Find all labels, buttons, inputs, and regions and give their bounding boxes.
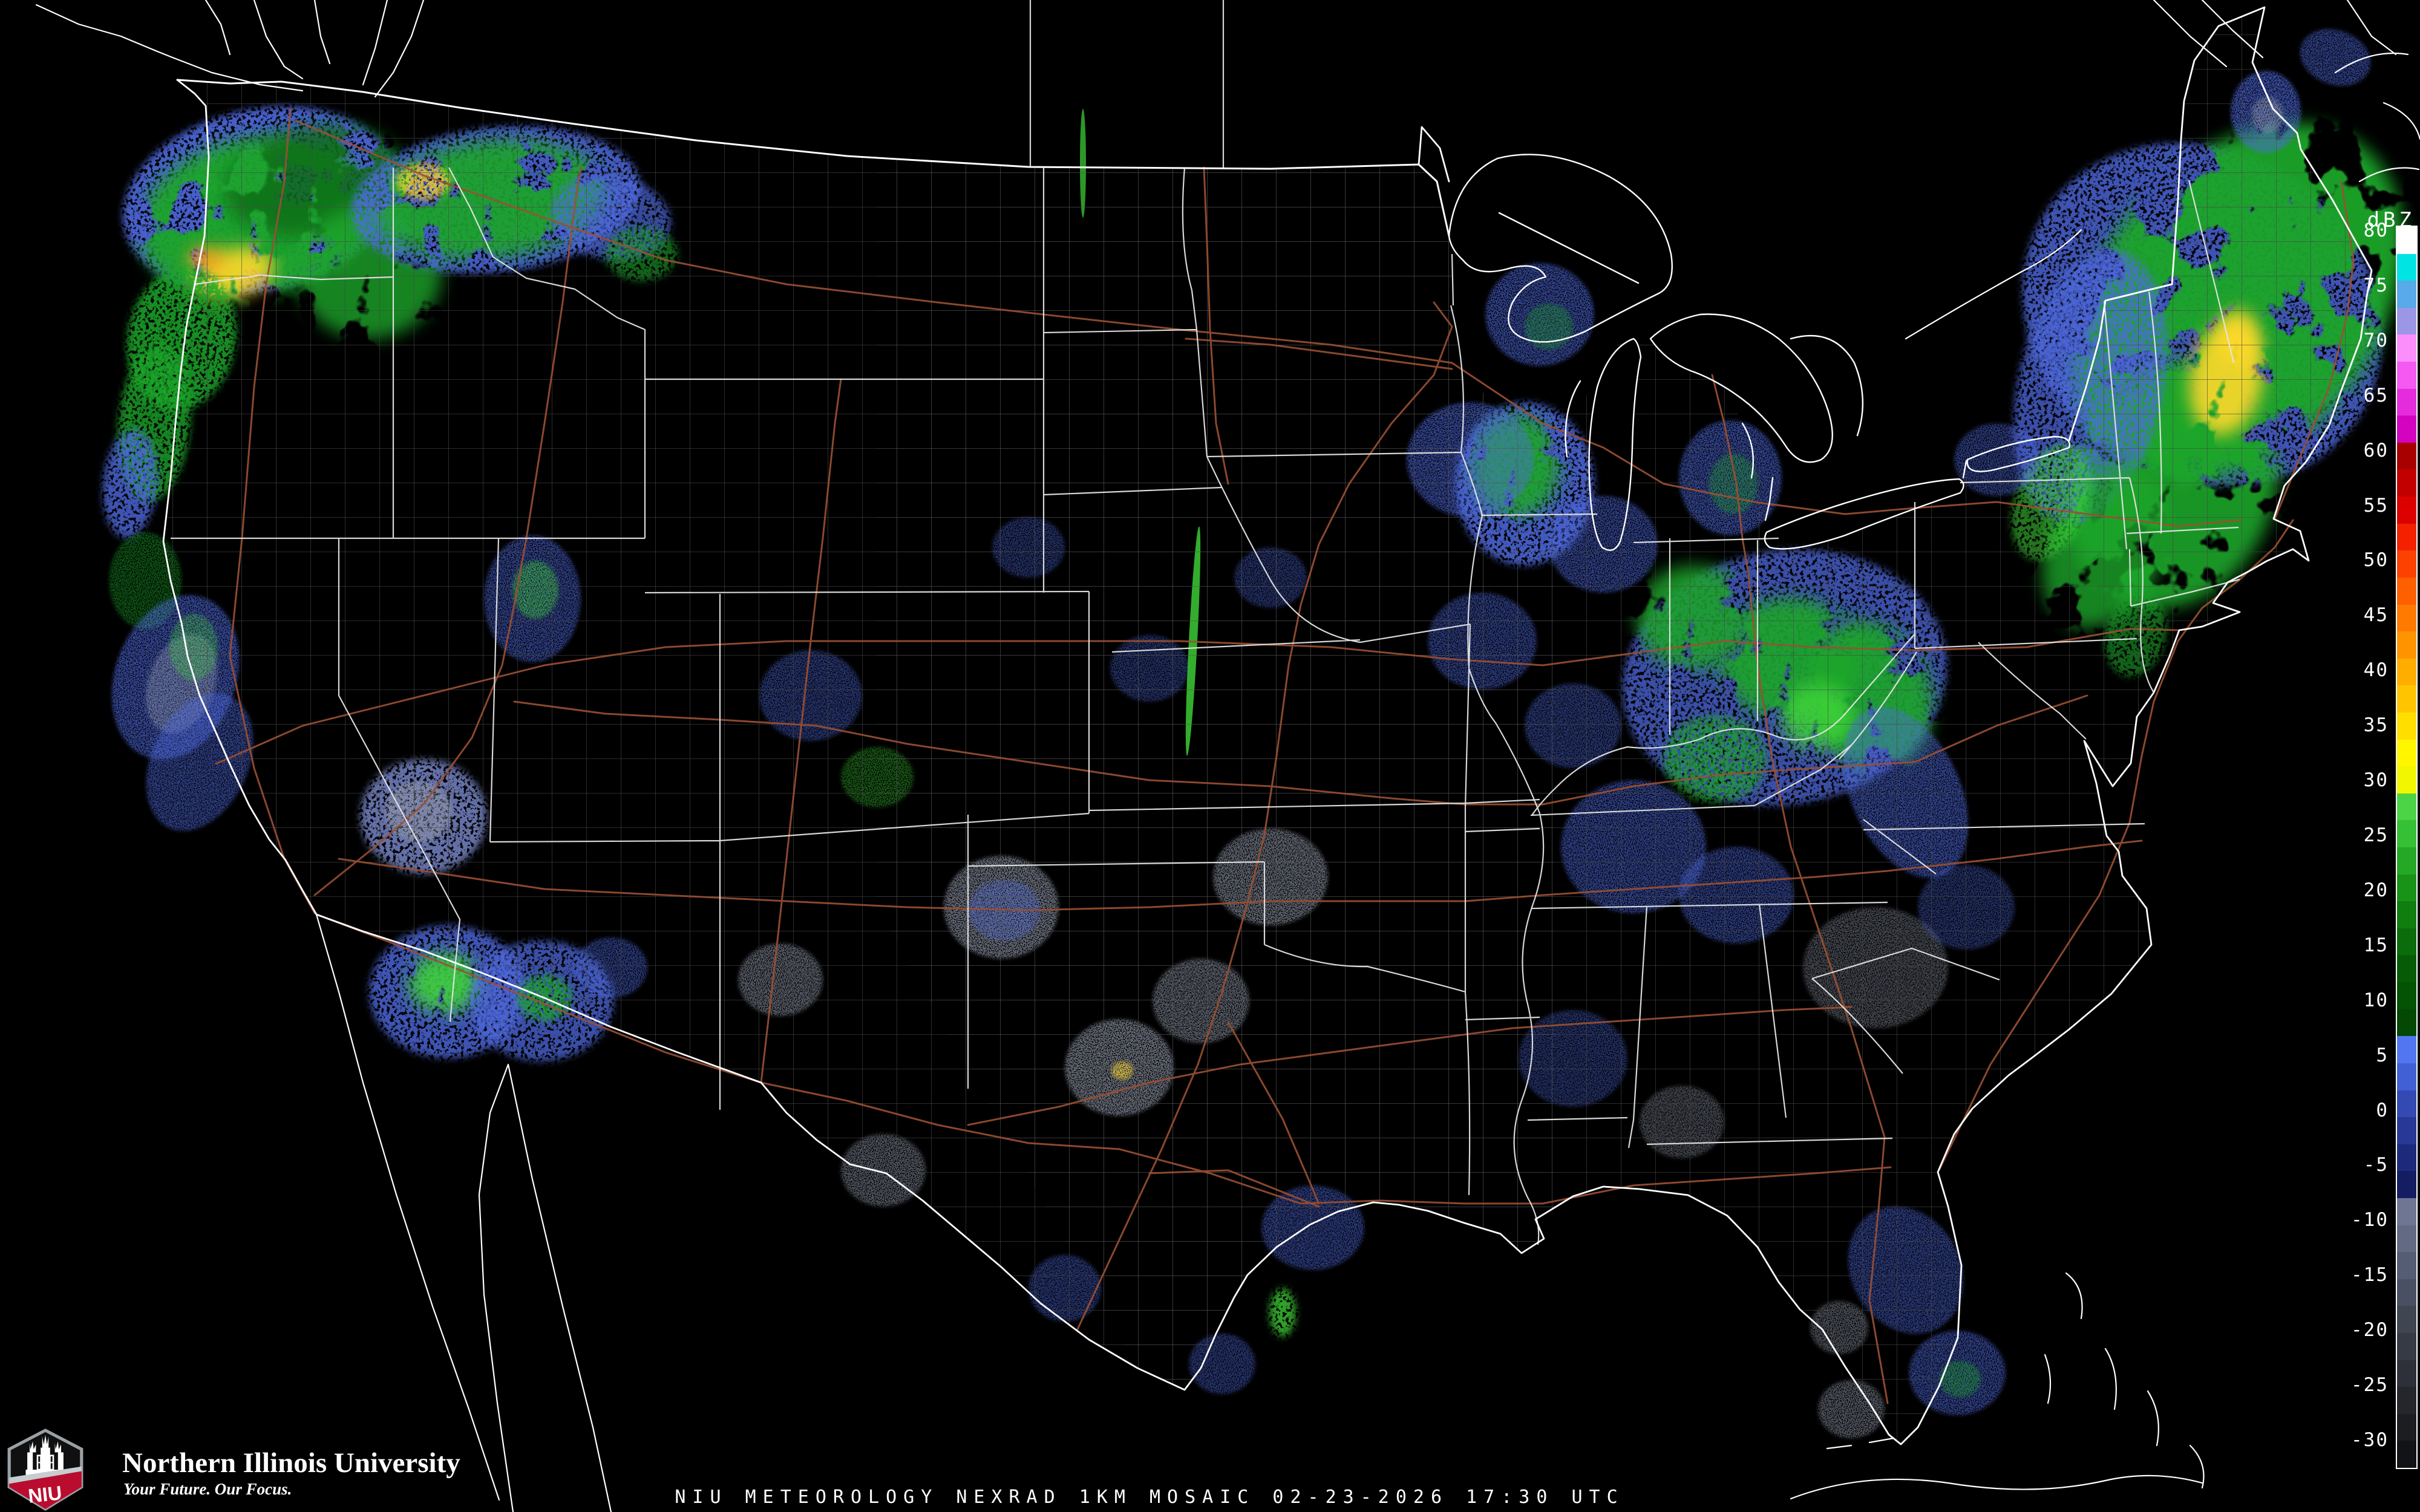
dbz-color-segment [2397, 497, 2416, 524]
dbz-scale-label: 80 [2363, 220, 2389, 241]
dbz-scale-label: 20 [2363, 879, 2389, 901]
dbz-color-segment [2397, 1252, 2416, 1279]
dbz-color-segment [2397, 874, 2416, 902]
dbz-color-segment [2397, 334, 2416, 362]
shield-niu-text: NIU [27, 1482, 63, 1507]
dbz-color-segment [2397, 1117, 2416, 1144]
dbz-scale-label: 75 [2363, 274, 2389, 296]
dbz-scale-label: 30 [2363, 769, 2389, 792]
dbz-scale-label: 5 [2376, 1044, 2389, 1066]
dbz-scale-label: -5 [2363, 1154, 2389, 1176]
dbz-color-segment [2397, 1441, 2416, 1468]
dbz-scale-label: 70 [2363, 329, 2389, 351]
dbz-scale-label: -30 [2351, 1429, 2389, 1451]
state-borders [171, 0, 2240, 1245]
dbz-color-segment [2397, 847, 2416, 875]
dbz-color-segment [2397, 1225, 2416, 1253]
university-tagline: Your Future. Our Focus. [123, 1480, 292, 1498]
dbz-color-segment [2397, 766, 2416, 793]
dbz-color-segment [2397, 253, 2416, 281]
dbz-color-segment [2397, 685, 2416, 712]
dbz-color-segment [2397, 1198, 2416, 1225]
dbz-color-segment [2397, 523, 2416, 551]
dbz-color-segment [2397, 1306, 2416, 1333]
dbz-scale-label: -25 [2351, 1374, 2389, 1396]
dbz-color-segment [2397, 901, 2416, 928]
dbz-scale-label: -10 [2351, 1209, 2389, 1231]
dbz-scale-label: 60 [2363, 439, 2389, 461]
dbz-scale-label: 10 [2363, 989, 2389, 1011]
dbz-color-segment [2397, 469, 2416, 497]
dbz-color-segment [2397, 1279, 2416, 1306]
dbz-color-segment [2397, 1144, 2416, 1171]
dbz-color-segment [2397, 388, 2416, 416]
dbz-color-segment [2397, 577, 2416, 605]
dbz-color-segment [2397, 1332, 2416, 1360]
dbz-scale-label: 55 [2363, 494, 2389, 516]
dbz-color-segment [2397, 415, 2416, 443]
dbz-color-segment [2397, 658, 2416, 686]
dbz-scale-label: 45 [2363, 604, 2389, 627]
dbz-scale-label: 15 [2363, 934, 2389, 956]
dbz-color-segment [2397, 1171, 2416, 1198]
dbz-color-segment [2397, 227, 2416, 254]
dbz-scale-label: 40 [2363, 659, 2389, 682]
dbz-color-segment [2397, 1090, 2416, 1118]
dbz-scale-label: -20 [2351, 1319, 2389, 1341]
dbz-color-segment [2397, 1413, 2416, 1441]
niu-shield-logo: NIU [7, 1429, 83, 1511]
coastlines [35, 0, 2420, 1512]
dbz-color-segment [2397, 1036, 2416, 1063]
dbz-color-segment [2397, 281, 2416, 308]
dbz-color-segment [2397, 1009, 2416, 1037]
dbz-color-bar [2396, 226, 2418, 1469]
dbz-scale-label: 65 [2363, 384, 2389, 406]
dbz-color-segment [2397, 362, 2416, 389]
dbz-scale-label: 50 [2363, 549, 2389, 572]
dbz-color-segment [2397, 442, 2416, 470]
dbz-scale-label: 0 [2376, 1099, 2389, 1121]
dbz-color-segment [2397, 604, 2416, 632]
dbz-color-segment [2397, 793, 2416, 821]
university-name: Northern Illinois University [122, 1447, 460, 1479]
dbz-color-segment [2397, 631, 2416, 659]
dbz-color-segment [2397, 955, 2416, 983]
dbz-scale-label: -15 [2351, 1264, 2389, 1286]
dbz-color-segment [2397, 820, 2416, 848]
dbz-color-segment [2397, 712, 2416, 740]
dbz-color-segment [2397, 982, 2416, 1009]
dbz-color-segment [2397, 307, 2416, 335]
dbz-color-segment [2397, 1063, 2416, 1090]
dbz-scale-label: 25 [2363, 824, 2389, 846]
dbz-color-segment [2397, 1387, 2416, 1414]
dbz-color-segment [2397, 1360, 2416, 1387]
dbz-color-segment [2397, 928, 2416, 956]
shield-red-field [9, 1471, 82, 1509]
dbz-color-segment [2397, 739, 2416, 767]
mosaic-title: NIU METEOROLOGY NEXRAD 1KM MOSAIC 02-23-… [675, 1487, 1624, 1508]
dbz-scale-label: 35 [2363, 714, 2389, 737]
shield-swoosh [9, 1466, 82, 1484]
dbz-color-segment [2397, 550, 2416, 578]
